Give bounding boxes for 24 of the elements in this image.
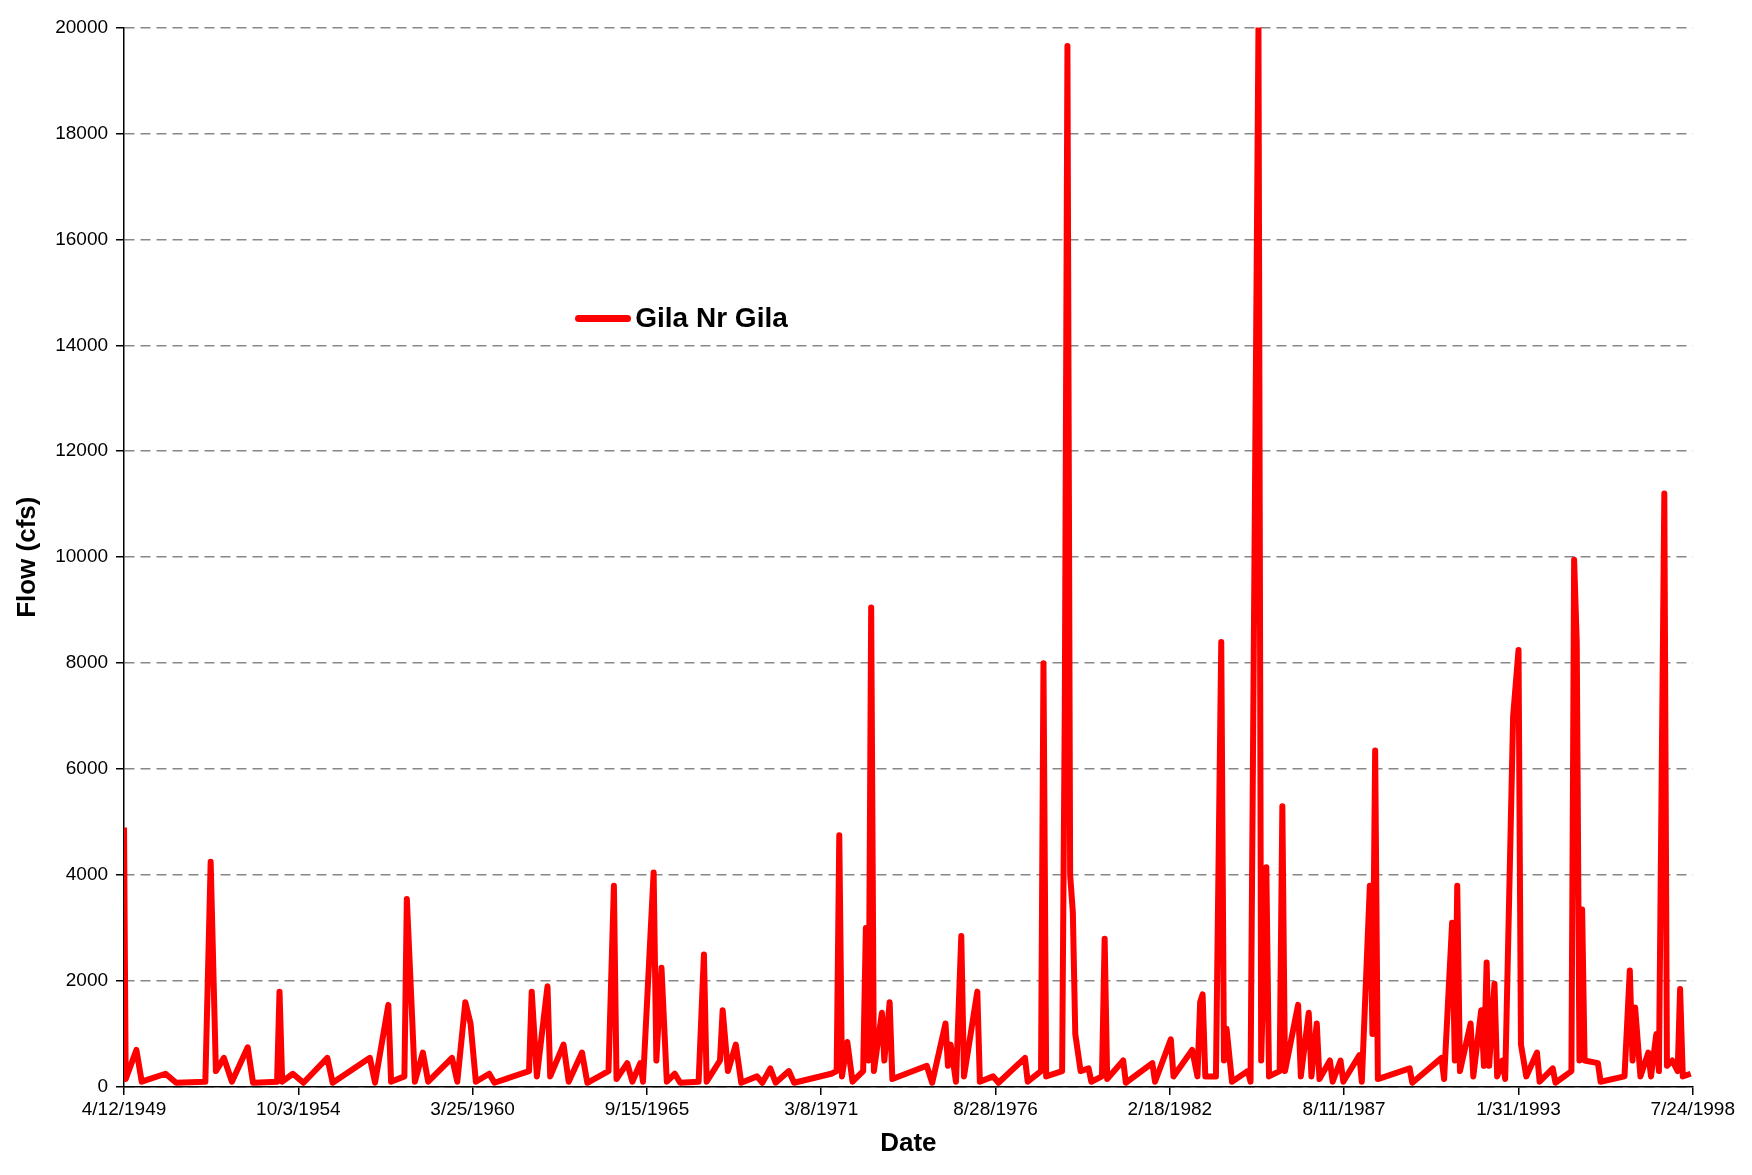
y-tick-label: 0 [97, 1075, 109, 1097]
x-tick-label: 3/25/1960 [430, 1097, 515, 1119]
y-axis-title: Flow (cfs) [10, 496, 41, 618]
x-axis-title: Date [880, 1126, 937, 1157]
y-tick-label: 16000 [55, 227, 109, 249]
x-tick-label: 10/3/1954 [256, 1097, 342, 1119]
y-tick-label: 10000 [55, 545, 109, 567]
x-tick-label: 3/8/1971 [784, 1097, 859, 1119]
y-tick-label: 18000 [55, 121, 109, 143]
x-tick-label: 2/18/1982 [1127, 1097, 1213, 1119]
y-tick-label: 20000 [55, 15, 109, 37]
y-tick-label: 2000 [65, 969, 109, 991]
x-tick-label: 4/12/1949 [81, 1097, 167, 1119]
x-tick-label: 1/31/1993 [1476, 1097, 1561, 1119]
x-tick-label: 7/24/1998 [1650, 1097, 1735, 1119]
y-tick-label: 12000 [55, 439, 109, 461]
x-tick-label: 8/11/1987 [1302, 1097, 1386, 1119]
y-tick-label: 4000 [65, 863, 109, 885]
y-tick-label: 8000 [65, 651, 109, 673]
x-tick-label: 8/28/1976 [953, 1097, 1038, 1119]
x-tick-label: 9/15/1965 [604, 1097, 690, 1119]
y-tick-label: 14000 [55, 333, 109, 355]
y-tick-label: 6000 [65, 757, 109, 779]
legend-label: Gila Nr Gila [635, 302, 788, 335]
